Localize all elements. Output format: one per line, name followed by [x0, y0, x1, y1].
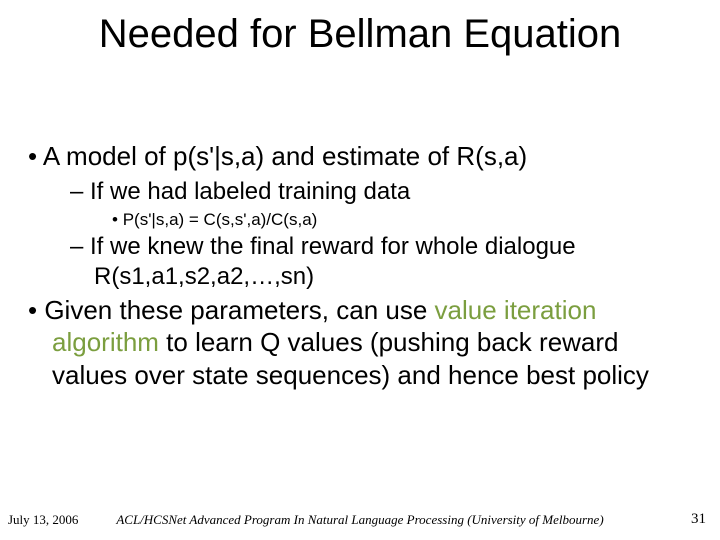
slide: Needed for Bellman Equation A model of p… — [0, 0, 720, 540]
bullet-final-reward: If we knew the final reward for whole di… — [28, 232, 692, 292]
footer-page-number: 31 — [691, 511, 706, 528]
bullet-labeled-data: If we had labeled training data — [28, 177, 692, 207]
slide-title: Needed for Bellman Equation — [0, 12, 720, 56]
bullet-value-iteration: Given these parameters, can use value it… — [28, 294, 692, 392]
footer-venue: ACL/HCSNet Advanced Program In Natural L… — [0, 512, 720, 528]
bullet-prob-formula: P(s'|s,a) = C(s,s',a)/C(s,a) — [28, 209, 692, 230]
bullet-text-pre: Given these parameters, can use — [44, 295, 434, 325]
bullet-model: A model of p(s'|s,a) and estimate of R(s… — [28, 140, 692, 173]
slide-body: A model of p(s'|s,a) and estimate of R(s… — [28, 140, 692, 395]
